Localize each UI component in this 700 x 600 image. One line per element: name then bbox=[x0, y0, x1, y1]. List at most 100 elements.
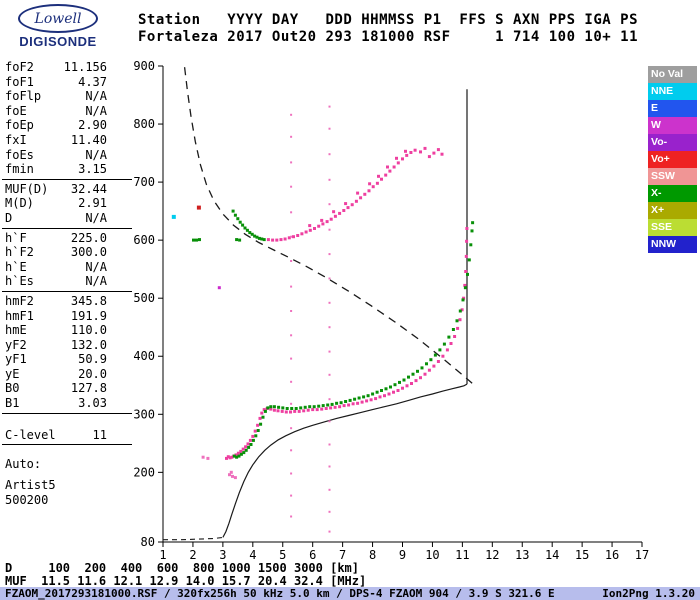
y-tick-label: 80 bbox=[141, 535, 155, 549]
parameter-label: foEp bbox=[5, 118, 34, 133]
legend-item: E bbox=[648, 100, 697, 117]
parameter-row-foep: foEp 2.90 bbox=[2, 118, 107, 133]
parameter-row-hes: h`Es N/A bbox=[2, 274, 107, 289]
parameter-label: hmE bbox=[5, 323, 27, 338]
parameter-row-b1: B1 3.03 bbox=[2, 396, 107, 411]
speck-magenta bbox=[217, 286, 221, 290]
parameter-row-yf1: yF1 50.9 bbox=[2, 352, 107, 367]
parameter-value: N/A bbox=[85, 210, 107, 225]
parameter-value: 11 bbox=[92, 427, 107, 442]
legend-item: SSE bbox=[648, 219, 697, 236]
parameter-row-hmf2: hmF2 345.8 bbox=[2, 294, 107, 309]
parameter-row-fmin: fmin 3.15 bbox=[2, 162, 107, 177]
parameter-row-clevel: C-level 11 bbox=[2, 428, 107, 443]
parameter-group: C-level 11 bbox=[2, 428, 134, 443]
parameter-label: fmin bbox=[5, 162, 34, 177]
parameter-value: 2.91 bbox=[78, 196, 107, 211]
legend-item: No Val bbox=[648, 66, 697, 83]
parameter-row-foes: foEs N/A bbox=[2, 148, 107, 163]
logo-digisonde-text: DIGISONDE bbox=[19, 34, 97, 49]
parameter-row-hmf1: hmF1 191.9 bbox=[2, 309, 107, 324]
parameter-label: yF2 bbox=[5, 337, 27, 352]
legend-item: X+ bbox=[648, 202, 697, 219]
legend-item: X- bbox=[648, 185, 697, 202]
legend-item: NNW bbox=[648, 236, 697, 253]
panel-footer-line: Auto: bbox=[5, 457, 42, 472]
parameter-value: 3.15 bbox=[78, 162, 107, 177]
parameter-value: 127.8 bbox=[70, 381, 107, 396]
parameter-row-fxi: fxI 11.40 bbox=[2, 133, 107, 148]
parameter-group: MUF(D) 32.44 M(D) 2.91 D N/A bbox=[2, 182, 134, 226]
y-tick-label: 800 bbox=[133, 117, 155, 131]
status-bar: FZAOM_2017293181000.RSF / 320fx256h 50 k… bbox=[0, 587, 700, 600]
rfi-column-6-6-mhz bbox=[328, 105, 331, 533]
separator-line bbox=[2, 412, 132, 414]
parameter-label: MUF(D) bbox=[5, 181, 49, 196]
parameter-label: fxI bbox=[5, 132, 27, 147]
status-file-info: FZAOM_2017293181000.RSF / 320fx256h 50 k… bbox=[5, 587, 555, 600]
legend-item: NNE bbox=[648, 83, 697, 100]
rfi-column-5-3-mhz bbox=[290, 113, 293, 518]
parameter-row-b0: B0 127.8 bbox=[2, 381, 107, 396]
parameter-row-mufd: MUF(D) 32.44 bbox=[2, 182, 107, 197]
true-height-profile bbox=[222, 383, 468, 538]
header-fields-row: Station YYYY DAY DDD HHMMSS P1 FFS S AXN… bbox=[138, 12, 639, 28]
x-tick-label: 1 bbox=[159, 548, 166, 562]
y-tick-label: 300 bbox=[133, 407, 155, 421]
x-tick-label: 5 bbox=[279, 548, 286, 562]
panel-footer-line: Artist5 bbox=[5, 478, 56, 493]
parameter-label: foE bbox=[5, 103, 27, 118]
parameter-group: hmF2 345.8 hmF1 191.9 hmE 110.0 yF2 132.0 yF1 50.… bbox=[2, 294, 134, 411]
logo-lowell-text: Lowell bbox=[34, 10, 82, 27]
parameter-label: D bbox=[5, 210, 13, 225]
parameter-value: 4.37 bbox=[78, 74, 107, 89]
x-tick-label: 17 bbox=[635, 548, 649, 562]
parameter-value: N/A bbox=[85, 259, 107, 274]
profile-base-dashed bbox=[163, 536, 223, 541]
y-tick-label: 600 bbox=[133, 233, 155, 247]
parameter-value: 2.90 bbox=[78, 118, 107, 133]
parameter-label: yF1 bbox=[5, 352, 27, 367]
legend-item: Vo- bbox=[648, 134, 697, 151]
parameter-value: 345.8 bbox=[70, 293, 107, 308]
parameter-value: N/A bbox=[85, 103, 107, 118]
separator-line bbox=[2, 227, 132, 229]
muf-transmission-curve bbox=[183, 67, 477, 387]
parameter-label: yE bbox=[5, 366, 20, 381]
header-values-row: Fortaleza 2017 Out20 293 181000 RSF 1 71… bbox=[138, 29, 639, 45]
status-version: Ion2Png 1.3.20 bbox=[602, 587, 695, 600]
separator-line bbox=[2, 290, 132, 292]
parameter-value: N/A bbox=[85, 89, 107, 104]
distance-row: D 100 200 400 600 800 1000 1500 3000 [km… bbox=[5, 561, 360, 575]
speck-pink-low bbox=[201, 455, 237, 480]
parameter-label: B0 bbox=[5, 381, 20, 396]
separator-line bbox=[2, 444, 132, 446]
parameter-value: 225.0 bbox=[70, 230, 107, 245]
parameter-row-d: D N/A bbox=[2, 211, 107, 226]
parameter-panel: foF2 11.156 foF1 4.37 foFlp N/A foE N/A foEp 2.90… bbox=[2, 60, 134, 508]
separator-line bbox=[2, 178, 132, 180]
second-hop-extraordinary bbox=[192, 209, 266, 242]
speck-red bbox=[196, 205, 201, 210]
lowell-logo: Lowell DIGISONDE bbox=[8, 4, 108, 49]
x-tick-label: 15 bbox=[575, 548, 589, 562]
parameter-label: C-level bbox=[5, 427, 56, 442]
y-tick-label: 700 bbox=[133, 175, 155, 189]
parameter-label: B1 bbox=[5, 396, 20, 411]
x-tick-label: 4 bbox=[249, 548, 256, 562]
parameter-label: hmF2 bbox=[5, 293, 34, 308]
legend-item: SSW bbox=[648, 168, 697, 185]
y-tick-label: 500 bbox=[133, 291, 155, 305]
parameter-value: 191.9 bbox=[70, 308, 107, 323]
x-tick-label: 9 bbox=[399, 548, 406, 562]
parameter-value: 32.44 bbox=[70, 181, 107, 196]
parameter-value: 110.0 bbox=[70, 323, 107, 338]
echo-direction-legend: No Val NNE E W Vo- Vo+ SSW X- X+ SSE NNW bbox=[648, 66, 697, 253]
parameter-value: N/A bbox=[85, 147, 107, 162]
parameter-value: N/A bbox=[85, 274, 107, 289]
parameter-label: foF2 bbox=[5, 60, 34, 74]
lowell-logo-oval: Lowell bbox=[18, 4, 98, 33]
x-tick-label: 14 bbox=[545, 548, 559, 562]
parameter-value: 11.156 bbox=[63, 60, 107, 74]
parameter-row-ye: yE 20.0 bbox=[2, 367, 107, 382]
